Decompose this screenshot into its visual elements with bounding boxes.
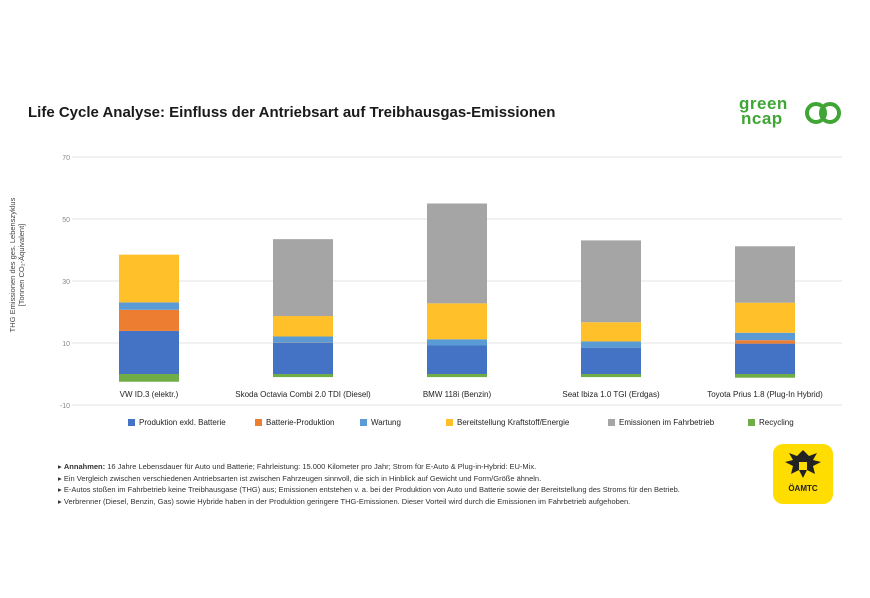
- note-1-text: 16 Jahre Lebensdauer für Auto und Batter…: [105, 462, 537, 471]
- bar-segment: [427, 203, 487, 304]
- green-ncap-logo: green ncap: [739, 94, 841, 130]
- legend-item: Produktion exkl. Batterie: [128, 418, 226, 427]
- legend-item: Batterie-Produktion: [255, 418, 334, 427]
- note-4-text: Verbrenner (Diesel, Benzin, Gas) sowie H…: [63, 496, 631, 506]
- logo-line2: ncap: [741, 109, 783, 128]
- bar-segment: [735, 340, 795, 344]
- legend-label: Bereitstellung Kraftstoff/Energie: [457, 418, 570, 427]
- x-tick-label: VW ID.3 (elektr.): [120, 390, 179, 399]
- legend-swatch: [255, 419, 262, 426]
- legend-swatch: [128, 419, 135, 426]
- note-3-text: E-Autos stoßen im Fahrbetrieb keine Trei…: [63, 485, 680, 494]
- bar-segment: [735, 374, 795, 378]
- bar-segment: [119, 330, 179, 374]
- oeamtc-logo-text: ÖAMTC: [788, 484, 818, 493]
- infinity-icon: [805, 102, 841, 124]
- note-1-bold: Annahmen:: [63, 462, 106, 471]
- legend-item: Emissionen im Fahrbetrieb: [608, 418, 714, 427]
- bar-segment: [273, 374, 333, 378]
- note-3: ▸ E-Autos stoßen im Fahrbetrieb keine Tr…: [58, 485, 680, 494]
- bar-segment: [119, 254, 179, 303]
- bar-segment: [273, 239, 333, 317]
- y-tick-label: 50: [62, 217, 70, 224]
- y-tick-label: 10: [62, 341, 70, 348]
- bar-segment: [735, 343, 795, 374]
- notes: ▸ Annahmen: 16 Jahre Lebensdauer für Aut…: [58, 461, 680, 507]
- bar-segment: [273, 316, 333, 337]
- bar-segment: [581, 322, 641, 342]
- note-4: ▸ Verbrenner (Diesel, Benzin, Gas) sowie…: [58, 496, 631, 506]
- eagle-icon: [785, 450, 821, 478]
- x-tick-label: Skoda Octavia Combi 2.0 TDI (Diesel): [235, 390, 371, 399]
- bar-segment: [735, 302, 795, 333]
- oeamtc-logo: ÖAMTC: [773, 444, 833, 504]
- bar-segment: [581, 240, 641, 323]
- x-tick-label: BMW 118i (Benzin): [423, 390, 492, 399]
- legend-swatch: [360, 419, 367, 426]
- bar-segment: [273, 336, 333, 343]
- x-tick-label: Toyota Prius 1.8 (Plug-In Hybrid): [707, 390, 823, 399]
- bar-segment: [427, 303, 487, 340]
- legend-label: Produktion exkl. Batterie: [139, 418, 226, 427]
- bar-segment: [735, 332, 795, 341]
- legend-swatch: [748, 419, 755, 426]
- y-tick-label: -10: [60, 403, 70, 410]
- bar-segment: [427, 345, 487, 374]
- legend-item: Recycling: [748, 418, 794, 427]
- legend-label: Recycling: [759, 418, 794, 427]
- note-2: ▸ Ein Vergleich zwischen verschiedenen A…: [58, 473, 542, 483]
- chart-title: Life Cycle Analyse: Einfluss der Antrieb…: [28, 104, 556, 121]
- legend-label: Emissionen im Fahrbetrieb: [619, 418, 715, 427]
- stacked-bar-chart: 70 50 30 10 -10 VW ID.3 (elektr.) Skoda Octavi…: [60, 155, 842, 410]
- legend-item: Wartung: [360, 418, 401, 427]
- bar-segment: [273, 343, 333, 374]
- bar-segment: [427, 339, 487, 346]
- note-2-text: Ein Vergleich zwischen verschiedenen Ant…: [63, 473, 542, 483]
- legend-swatch: [446, 419, 453, 426]
- bar-segment: [119, 302, 179, 310]
- bar-segment: [119, 309, 179, 331]
- legend-label: Wartung: [371, 418, 401, 427]
- legend-swatch: [608, 419, 615, 426]
- x-tick-label: Seat Ibiza 1.0 TGI (Erdgas): [562, 390, 660, 399]
- logo-line1: green: [739, 94, 788, 113]
- bar-segment: [119, 374, 179, 382]
- y-tick-label: 30: [62, 279, 70, 286]
- bar-segment: [581, 341, 641, 348]
- legend-label: Batterie-Produktion: [266, 418, 335, 427]
- bar-segment: [581, 374, 641, 378]
- note-1: ▸ Annahmen: 16 Jahre Lebensdauer für Aut…: [58, 462, 537, 471]
- bar-segment: [581, 347, 641, 374]
- bar-segment: [735, 246, 795, 303]
- bar-segment: [427, 374, 487, 378]
- y-tick-label: 70: [62, 155, 70, 162]
- legend-item: Bereitstellung Kraftstoff/Energie: [446, 418, 569, 427]
